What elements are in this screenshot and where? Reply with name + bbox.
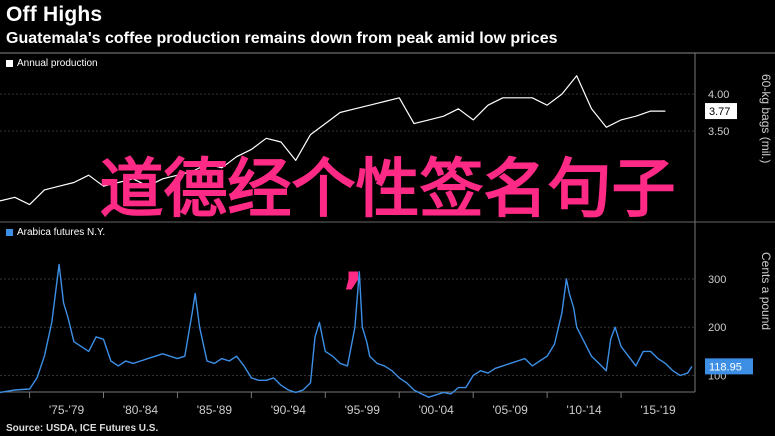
y-tick-label: 4.00 bbox=[708, 89, 729, 101]
x-tick-label: '95-'99 bbox=[345, 403, 381, 417]
chart-title: Off Highs bbox=[6, 3, 103, 26]
legend-swatch-production bbox=[6, 60, 13, 67]
y-axis-label: Cents a pound bbox=[759, 252, 773, 330]
y-tick-label: 200 bbox=[708, 322, 726, 334]
y-tick-label: 300 bbox=[708, 274, 726, 286]
source-note: Source: USDA, ICE Futures U.S. bbox=[6, 423, 159, 434]
x-tick-label: '10-'14 bbox=[566, 403, 602, 417]
x-tick-label: '05-'09 bbox=[493, 403, 529, 417]
legend-label-futures: Arabica futures N.Y. bbox=[17, 227, 106, 238]
overlay-text: 道德经个性签名句子 bbox=[99, 153, 676, 227]
last-value-tag bbox=[705, 358, 753, 375]
y-tick-label: 3.50 bbox=[708, 126, 729, 138]
x-tick-label: '90-'94 bbox=[271, 403, 307, 417]
legend-label-production: Annual production bbox=[17, 58, 98, 69]
overlay-comma: , bbox=[343, 232, 364, 295]
series-line-production bbox=[0, 75, 666, 206]
x-tick-label: '80-'84 bbox=[123, 403, 159, 417]
last-value-tag bbox=[705, 103, 737, 120]
x-tick-label: '00-'04 bbox=[419, 403, 455, 417]
legend-futures: Arabica futures N.Y. bbox=[6, 227, 105, 238]
x-tick-label: '75-'79 bbox=[49, 403, 85, 417]
last-value-label: 118.95 bbox=[709, 361, 742, 373]
y-axis-label: 60-kg bags (mil.) bbox=[759, 74, 773, 163]
legend-production: Annual production bbox=[6, 58, 98, 69]
last-value-label: 3.77 bbox=[709, 106, 730, 118]
series-line-futures bbox=[0, 263, 693, 398]
chart-subtitle: Guatemala's coffee production remains do… bbox=[6, 30, 558, 47]
x-tick-label: '15-'19 bbox=[640, 403, 676, 417]
legend-swatch-futures bbox=[6, 229, 13, 236]
x-tick-label: '85-'89 bbox=[197, 403, 233, 417]
